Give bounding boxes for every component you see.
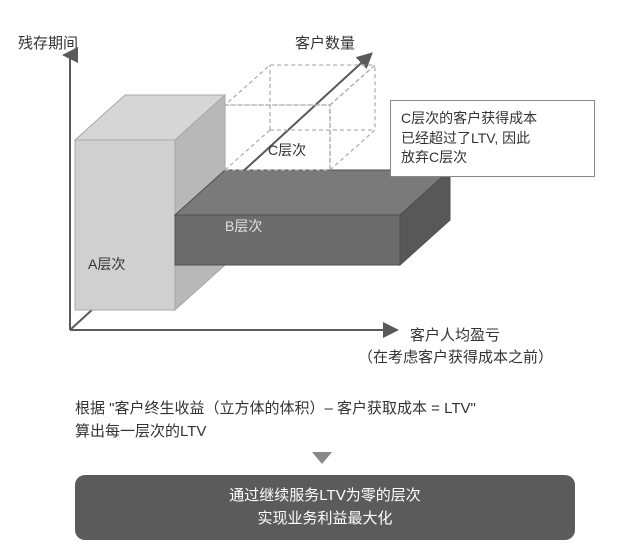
conclusion-box: 通过继续服务LTV为零的层次 实现业务利益最大化 — [75, 475, 575, 540]
conclusion-line2: 实现业务利益最大化 — [95, 508, 555, 531]
block-a-label: A层次 — [88, 254, 125, 274]
formula-text: 根据 "客户终生收益（立方体的体积）– 客户获取成本 = LTV" 算出每一层次… — [75, 398, 476, 443]
formula-line2: 算出每一层次的LTV — [75, 421, 476, 444]
conclusion-line1: 通过继续服务LTV为零的层次 — [95, 485, 555, 508]
callout-line3: 放弃C层次 — [401, 148, 584, 168]
callout-line1: C层次的客户获得成本 — [401, 109, 584, 129]
block-b — [175, 170, 450, 265]
block-b-label: B层次 — [225, 216, 262, 236]
formula-line1: 根据 "客户终生收益（立方体的体积）– 客户获取成本 = LTV" — [75, 398, 476, 421]
callout-line2: 已经超过了LTV, 因此 — [401, 129, 584, 149]
ltv-3d-diagram — [0, 0, 640, 400]
block-c-label: C层次 — [268, 140, 306, 160]
callout-box: C层次的客户获得成本 已经超过了LTV, 因此 放弃C层次 — [390, 100, 595, 177]
down-arrow-icon — [312, 452, 332, 464]
